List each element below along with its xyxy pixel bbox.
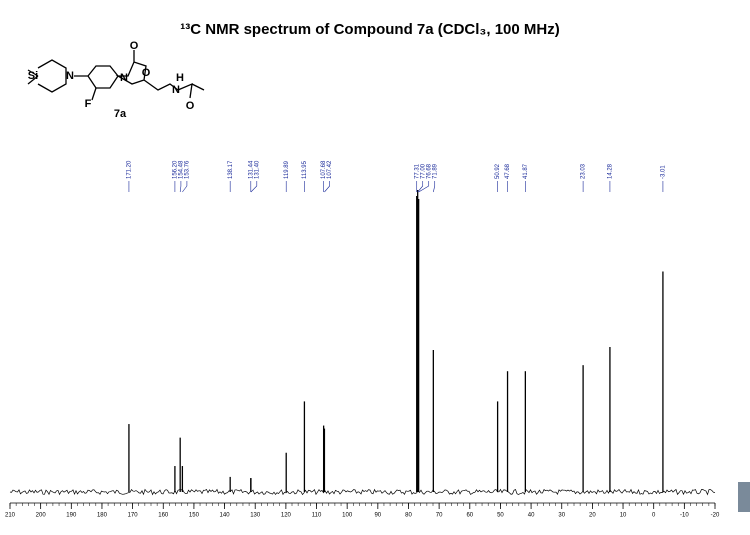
x-tick-label: 140 — [220, 513, 231, 519]
x-tick-label: 210 — [5, 513, 16, 519]
x-tick-label: 150 — [189, 513, 200, 519]
x-tick-label: 190 — [66, 513, 77, 519]
x-tick-label: 0 — [652, 513, 656, 519]
atom-label: O — [186, 100, 195, 112]
peak-label: 41.87 — [523, 163, 529, 179]
atom-label: H — [176, 72, 184, 84]
label-leader — [250, 185, 258, 193]
peak-label: 131.44 — [248, 160, 254, 179]
chart-title: ¹³C NMR spectrum of Compound 7a (CDCl₃, … — [180, 21, 559, 38]
x-tick-label: -20 — [711, 513, 720, 519]
peak-label: 14.28 — [608, 163, 614, 179]
x-tick-label: 30 — [558, 513, 565, 519]
baseline-noise — [9, 488, 716, 496]
peak-label: 77.31 — [414, 163, 420, 179]
peak-label: 23.03 — [581, 163, 587, 179]
peak-label: 171.20 — [127, 160, 133, 179]
x-tick-label: 60 — [466, 513, 473, 519]
bond — [74, 65, 119, 89]
label-leader — [182, 185, 188, 193]
peak-label: -3.01 — [661, 165, 667, 179]
atom-label: F — [85, 98, 92, 110]
bond — [91, 50, 205, 101]
x-tick-label: 40 — [528, 513, 535, 519]
x-tick-label: 130 — [250, 513, 261, 519]
atom-label: N — [120, 72, 128, 84]
atom-label: O — [130, 40, 139, 52]
peak-label: 71.89 — [432, 163, 438, 179]
peak-label: 131.40 — [254, 160, 260, 179]
label-leader — [324, 185, 330, 193]
atom-label: N — [172, 84, 180, 96]
x-tick-label: 80 — [405, 513, 412, 519]
x-tick-label: 110 — [312, 513, 322, 519]
atom-label: N — [66, 70, 74, 82]
peak-label: 77.00 — [420, 163, 426, 179]
label-leader — [418, 185, 429, 193]
bond — [27, 69, 39, 85]
x-tick-label: 10 — [620, 513, 627, 519]
x-tick-label: 20 — [589, 513, 596, 519]
label-leader — [417, 185, 423, 193]
peak-label: 153.76 — [184, 160, 190, 179]
x-tick-label: -10 — [680, 513, 689, 519]
peak-label: 47.68 — [505, 163, 511, 179]
bond — [37, 59, 67, 93]
peak-label: 76.68 — [426, 163, 432, 179]
compound-label: 7a — [114, 108, 127, 120]
x-tick-label: 170 — [128, 513, 139, 519]
atom-label: O — [142, 67, 151, 79]
label-leader — [179, 185, 182, 193]
peak-label: 119.89 — [284, 160, 290, 179]
x-tick-label: 100 — [342, 513, 353, 519]
peak-label: 154.48 — [178, 160, 184, 179]
peak-label: 50.92 — [495, 163, 501, 179]
label-leader — [433, 185, 436, 193]
peak-label: 107.68 — [321, 160, 327, 179]
x-tick-label: 90 — [374, 513, 381, 519]
x-tick-label: 180 — [97, 513, 108, 519]
x-tick-label: 70 — [436, 513, 443, 519]
peak-label: 107.42 — [327, 160, 333, 179]
peak-label: 113.95 — [302, 160, 308, 179]
scroll-handle[interactable] — [738, 482, 750, 512]
peak-label: 156.20 — [172, 160, 178, 179]
atom-label: Si — [28, 70, 38, 82]
x-tick-label: 120 — [281, 513, 292, 519]
x-tick-label: 160 — [158, 513, 169, 519]
structure — [27, 50, 205, 101]
x-tick-label: 200 — [36, 513, 47, 519]
x-tick-label: 50 — [497, 513, 504, 519]
peak-label: 138.17 — [228, 160, 234, 179]
